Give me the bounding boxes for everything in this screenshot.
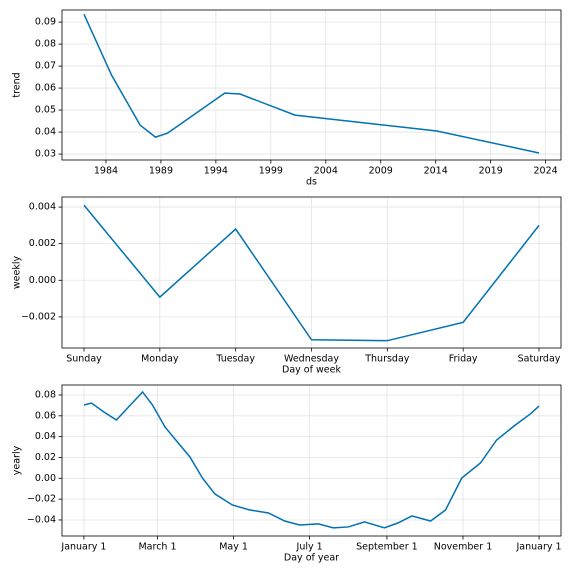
x-tick-label: Thursday xyxy=(364,354,410,365)
y-tick-label: 0.06 xyxy=(35,410,56,421)
x-axis-label: Day of week xyxy=(282,365,341,376)
x-tick-label: 1994 xyxy=(204,166,228,177)
y-axis-label: weekly xyxy=(12,256,23,290)
x-tick-label: November 1 xyxy=(434,542,492,553)
x-tick-label: 2009 xyxy=(369,166,393,177)
x-tick-label: January 1 xyxy=(516,542,562,553)
x-tick-label: Sunday xyxy=(66,354,102,365)
y-tick-label: 0.02 xyxy=(35,452,56,463)
x-tick-label: March 1 xyxy=(138,542,176,553)
axes-frame xyxy=(61,196,562,349)
y-tick-label: 0.04 xyxy=(35,431,56,442)
x-axis-label: Day of year xyxy=(284,553,339,564)
y-tick-label: 0.05 xyxy=(35,105,56,116)
x-tick-label: May 1 xyxy=(219,542,248,553)
x-tick-label: 1984 xyxy=(94,166,118,177)
x-tick-label: Tuesday xyxy=(215,354,255,365)
x-tick-label: January 1 xyxy=(60,542,106,553)
x-tick-label: Friday xyxy=(449,354,478,365)
y-axis-label: trend xyxy=(12,72,23,97)
y-tick-label: 0.04 xyxy=(35,127,56,138)
x-tick-label: 2024 xyxy=(534,166,558,177)
x-tick-label: 1999 xyxy=(259,166,283,177)
y-axis-label: yearly xyxy=(12,445,23,475)
x-axis-label: ds xyxy=(306,177,317,188)
y-tick-label: 0.08 xyxy=(35,39,56,50)
x-tick-label: 2019 xyxy=(479,166,503,177)
y-tick-label: 0.000 xyxy=(29,275,56,286)
x-tick-label: Wednesday xyxy=(284,354,339,365)
x-tick-label: Saturday xyxy=(518,354,561,365)
x-tick-label: 1989 xyxy=(149,166,173,177)
x-tick-label: 2004 xyxy=(314,166,338,177)
axes-frame xyxy=(61,384,562,537)
y-tick-label: 0.004 xyxy=(29,202,56,213)
x-tick-label: September 1 xyxy=(356,542,418,553)
x-tick-label: July 1 xyxy=(296,542,323,553)
y-tick-label: 0.03 xyxy=(35,149,56,160)
y-tick-label: −0.04 xyxy=(27,514,56,525)
line xyxy=(83,204,540,342)
line xyxy=(83,13,540,154)
x-tick-label: Monday xyxy=(141,354,179,365)
y-tick-label: 0.00 xyxy=(35,473,56,484)
axes-frame xyxy=(61,9,562,161)
y-tick-label: 0.07 xyxy=(35,61,56,72)
y-tick-label: 0.06 xyxy=(35,83,56,94)
y-tick-label: 0.002 xyxy=(29,238,56,249)
y-tick-label: −0.002 xyxy=(21,311,56,322)
y-tick-label: −0.02 xyxy=(27,494,56,505)
y-tick-label: 0.08 xyxy=(35,389,56,400)
x-tick-label: 2014 xyxy=(424,166,448,177)
line xyxy=(83,390,540,529)
y-tick-label: 0.09 xyxy=(35,17,56,28)
